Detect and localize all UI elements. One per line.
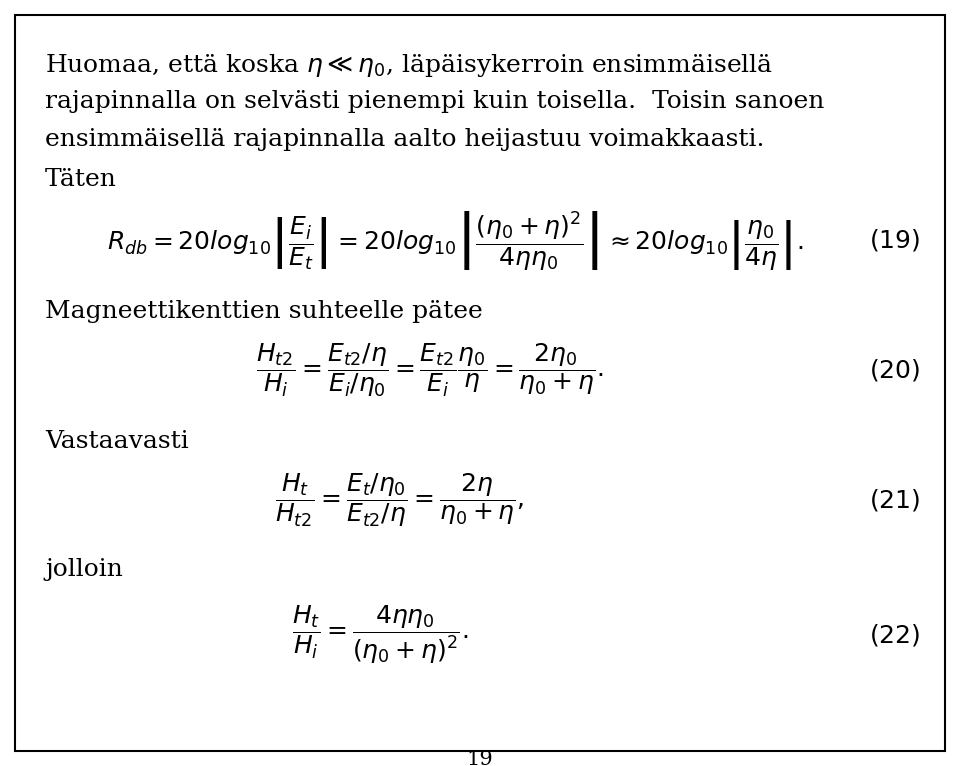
- Text: Huomaa, että koska $\eta \ll \eta_0$, läpäisykerroin ensimmäisellä: Huomaa, että koska $\eta \ll \eta_0$, lä…: [45, 52, 773, 79]
- Text: $\dfrac{H_t}{H_{t2}} = \dfrac{E_t/\eta_0}{E_{t2}/\eta} = \dfrac{2\eta}{\eta_0 + : $\dfrac{H_t}{H_{t2}} = \dfrac{E_t/\eta_0…: [276, 471, 525, 529]
- Text: $R_{db} = 20log_{10}\left|\dfrac{E_i}{E_t}\right| = 20log_{10}\left|\dfrac{(\eta: $R_{db} = 20log_{10}\left|\dfrac{E_i}{E_…: [107, 208, 804, 271]
- Text: 19: 19: [467, 750, 493, 766]
- Text: rajapinnalla on selvästi pienempi kuin toisella.  Toisin sanoen: rajapinnalla on selvästi pienempi kuin t…: [45, 90, 825, 113]
- Text: Magneettikenttien suhteelle pätee: Magneettikenttien suhteelle pätee: [45, 300, 483, 323]
- Text: jolloin: jolloin: [45, 558, 123, 581]
- Text: Täten: Täten: [45, 168, 117, 191]
- Text: $\dfrac{H_{t2}}{H_i} = \dfrac{E_{t2}/\eta}{E_i/\eta_0} = \dfrac{E_{t2}}{E_i}\dfr: $\dfrac{H_{t2}}{H_i} = \dfrac{E_{t2}/\et…: [256, 341, 604, 399]
- Text: $\dfrac{H_t}{H_i} = \dfrac{4\eta\eta_0}{(\eta_0 + \eta)^2}.$: $\dfrac{H_t}{H_i} = \dfrac{4\eta\eta_0}{…: [292, 604, 468, 666]
- Text: Vastaavasti: Vastaavasti: [45, 430, 189, 453]
- Text: $(20)$: $(20)$: [869, 357, 920, 383]
- Text: $(22)$: $(22)$: [869, 622, 920, 648]
- Text: $(19)$: $(19)$: [869, 227, 920, 253]
- Text: ensimmäisellä rajapinnalla aalto heijastuu voimakkaasti.: ensimmäisellä rajapinnalla aalto heijast…: [45, 128, 764, 151]
- Text: $(21)$: $(21)$: [869, 487, 920, 513]
